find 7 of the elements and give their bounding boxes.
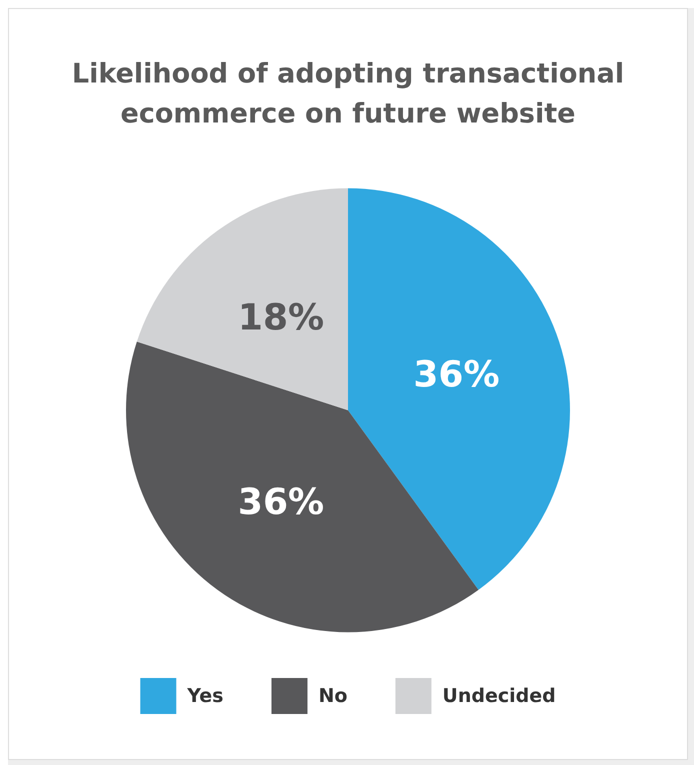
legend-label: Yes [186,685,224,707]
data-label: 18% [238,298,324,339]
legend-label: No [318,685,348,707]
chart-title: Likelihood of adopting transactional ecommerce on future website [72,58,624,130]
legend-label: Undecided [442,685,556,707]
data-label: 36% [413,354,500,396]
data-label: 36% [238,482,324,523]
